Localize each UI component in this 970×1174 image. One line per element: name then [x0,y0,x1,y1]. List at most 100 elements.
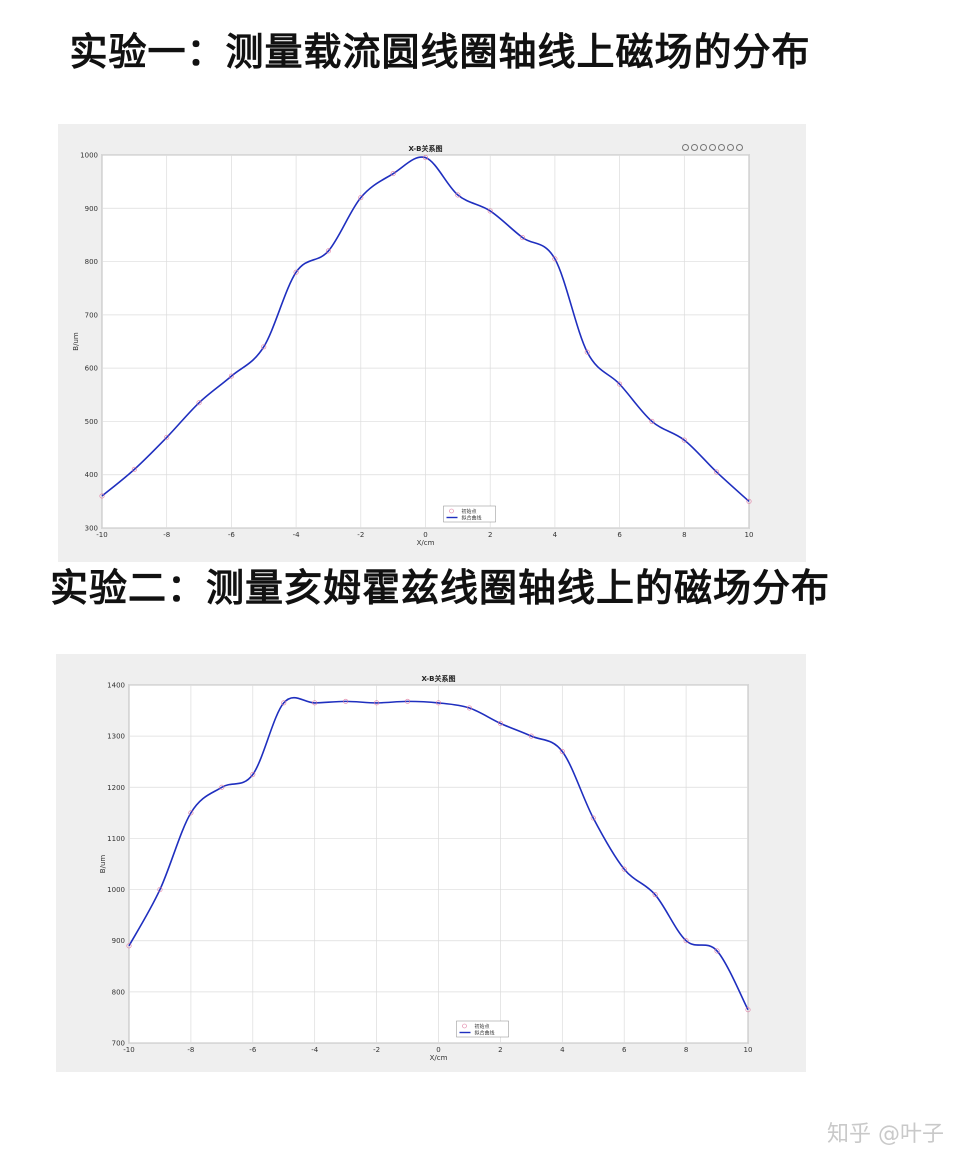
data-point-marker [714,469,720,475]
data-point-marker [250,772,256,778]
x-tick-label: -8 [187,1046,194,1054]
x-tick-label: 10 [744,1046,753,1054]
y-axis-label: B/um [72,332,80,351]
y-tick-label: 400 [85,471,98,479]
data-point-marker [487,208,493,214]
data-point-marker [131,466,137,472]
zoom-out-icon[interactable] [727,144,734,151]
home-icon[interactable] [736,144,743,151]
x-tick-label: -8 [163,531,170,539]
data-point-marker [343,698,349,704]
legend-label: 初始点 [475,1023,490,1030]
y-tick-label: 800 [85,258,98,266]
data-point-marker [528,733,534,739]
data-point-marker [126,943,132,949]
data-point-marker [559,748,565,754]
x-tick-label: 4 [553,531,558,539]
data-point-marker [219,784,225,790]
x-tick-label: -2 [357,531,364,539]
x-tick-label: 2 [488,531,492,539]
y-tick-label: 700 [112,1040,125,1048]
brush-icon[interactable] [682,144,689,151]
data-point-marker [228,373,234,379]
data-point-marker [652,892,658,898]
x-tick-label: 8 [682,531,686,539]
data-point-marker [312,700,318,706]
data-point-marker [649,418,655,424]
data-point-marker [683,938,689,944]
x-tick-label: -10 [96,531,107,539]
data-point-marker [374,700,380,706]
data-point-marker [157,887,163,893]
y-tick-label: 800 [112,988,125,996]
data-point-marker [325,248,331,254]
legend-marker-swatch [462,1023,467,1029]
data-point-marker [99,493,105,499]
y-tick-label: 1000 [80,152,98,160]
data-point-marker [405,698,411,704]
legend-label: 初始点 [462,508,477,515]
y-tick-label: 1100 [107,835,125,843]
y-tick-label: 500 [85,418,98,426]
datatip-icon[interactable] [691,144,698,151]
x-tick-label: 6 [622,1046,627,1054]
x-tick-label: -6 [228,531,236,539]
legend-marker-swatch [449,508,454,514]
figure-panel-2: -10 -8 -6 -4 -2 0 2 4 6 8 10 700 800 900 1000 1100 1200 1… [56,654,806,1072]
x-axis-label: X/cm [417,539,435,547]
y-tick-label: 700 [85,311,98,319]
y-axis-label: B/um [99,855,107,874]
data-point-marker [746,498,752,504]
data-point-marker [435,700,441,706]
y-tick-label: 1200 [107,784,125,792]
data-point-marker [196,400,202,406]
data-point-marker [617,381,623,387]
x-tick-label: 2 [498,1046,502,1054]
data-point-marker [520,235,526,241]
watermark: 知乎 @叶子 [827,1122,944,1147]
x-axis-label: X/cm [430,1054,448,1062]
data-point-marker [714,948,720,954]
chart-title: X-B关系图 [408,144,442,153]
x-tick-label: 4 [560,1046,565,1054]
data-point-marker [745,1007,751,1013]
chart-1: -10 -8 -6 -4 -2 0 2 4 6 8 10 300 400 500 600 700 800 900 1… [72,144,754,547]
y-tick-label: 900 [85,205,98,213]
x-tick-label: 10 [745,531,754,539]
figure-toolbar [682,144,743,151]
data-point-marker [590,815,596,821]
experiment-1-heading: 实验一：测量载流圆线圈轴线上磁场的分布 [69,30,811,74]
x-tick-label: 6 [617,531,622,539]
y-tick-label: 1300 [107,733,125,741]
data-point-marker [621,866,627,872]
fitted-curve-series [128,696,749,1011]
data-point-marker [497,720,503,726]
data-point-marker [293,269,299,275]
y-tick-label: 300 [85,525,98,533]
pan-icon[interactable] [709,144,716,151]
x-tick-label: -4 [293,531,301,539]
x-tick-label: -4 [311,1046,319,1054]
data-point-marker [584,349,590,355]
y-tick-label: 600 [85,365,98,373]
y-tick-label: 900 [112,937,125,945]
zoom-in-icon[interactable] [718,144,725,151]
chart-2: -10 -8 -6 -4 -2 0 2 4 6 8 10 700 800 900 1000 1100 1200 1… [99,674,753,1062]
rotate-icon[interactable] [700,144,707,151]
data-point-marker [422,155,428,161]
x-tick-label: -10 [123,1046,134,1054]
y-tick-label: 1000 [107,886,125,894]
x-tick-label: 0 [436,1046,440,1054]
data-point-marker [164,434,170,440]
data-point-marker [681,437,687,443]
experiment-2-heading: 实验二：测量亥姆霍兹线圈轴线上的磁场分布 [49,566,830,610]
legend-label: 拟合曲线 [462,515,482,522]
data-point-marker [358,195,364,201]
chart-title: X-B关系图 [421,674,455,683]
x-tick-label: -6 [249,1046,257,1054]
data-point-marker [281,700,287,706]
data-point-marker [188,810,194,816]
x-tick-label: -2 [373,1046,380,1054]
